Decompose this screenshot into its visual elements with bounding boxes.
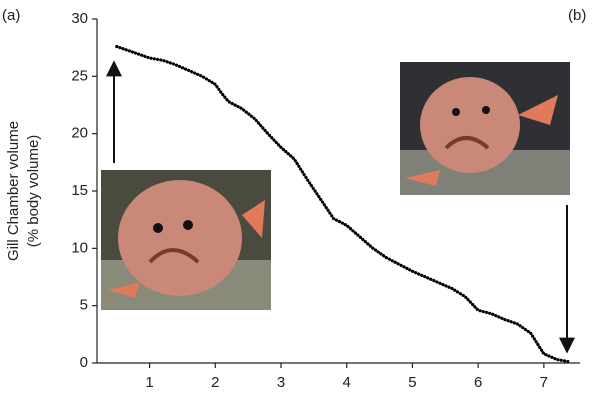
- x-tick-label: 5: [408, 374, 416, 391]
- photo: [101, 170, 271, 310]
- y-tick-label: 25: [71, 67, 88, 84]
- y-label-line: Gill Chamber volume: [5, 121, 22, 261]
- x-tick-label: 2: [211, 374, 219, 391]
- y-tick-label: 30: [71, 10, 88, 27]
- data-line: [115, 44, 572, 364]
- y-tick-label: 0: [80, 354, 88, 371]
- x-tick-label: 7: [540, 374, 548, 391]
- y-label-line: (% body volume): [25, 135, 42, 248]
- x-tick-label: 1: [145, 374, 153, 391]
- y-tick-label: 20: [71, 125, 88, 142]
- y-tick-label: 15: [71, 182, 88, 199]
- y-tick-label: 5: [80, 297, 88, 314]
- x-tick-label: 3: [277, 374, 285, 391]
- annotation: (b): [568, 7, 586, 24]
- photo: [400, 62, 570, 195]
- x-tick-label: 6: [474, 374, 482, 391]
- annotation: (a): [2, 7, 20, 24]
- x-tick-label: 4: [343, 374, 351, 391]
- y-axis-label: Gill Chamber volume (% body volume): [5, 121, 42, 261]
- y-tick-label: 10: [71, 239, 88, 256]
